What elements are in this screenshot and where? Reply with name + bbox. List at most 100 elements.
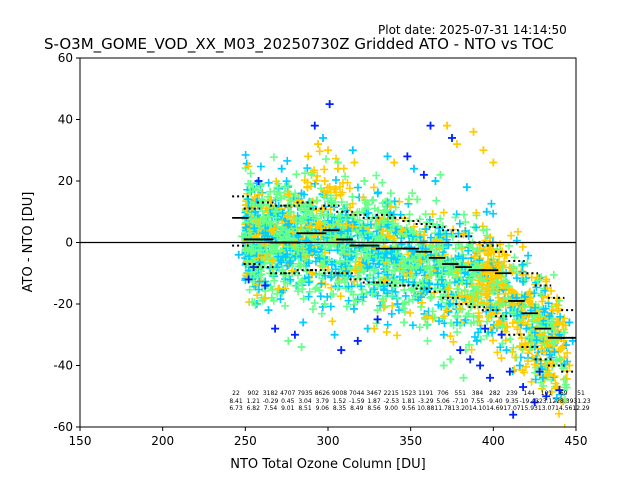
y-axis-label: ATO - NTO [DU]: [21, 192, 36, 293]
scatter-point: [388, 310, 396, 318]
bin-stat-label: 8.41: [229, 398, 243, 405]
scatter-point: [350, 159, 358, 167]
scatter-point: [311, 122, 319, 130]
scatter-point: [505, 242, 513, 250]
scatter-point: [271, 325, 279, 333]
bin-stat-label: 3467: [366, 390, 381, 397]
bin-stat-label: 14.56: [555, 405, 572, 412]
scatter-point: [257, 163, 265, 171]
bin-stat-label: 8.51: [298, 405, 312, 412]
scatter-point: [324, 146, 332, 154]
bin-stat-label: 7.54: [264, 405, 278, 412]
scatter-point: [463, 183, 471, 191]
scatter-point: [345, 297, 353, 305]
scatter-point: [370, 183, 378, 191]
scatter-point: [387, 189, 395, 197]
scatter-point: [328, 317, 336, 325]
y-tick-label: -40: [53, 359, 73, 373]
bin-stat-label: 1.21: [247, 398, 261, 405]
bin-stat-label: -9.40: [487, 398, 503, 405]
scatter-point: [440, 362, 448, 370]
scatter-point: [388, 302, 396, 310]
bin-stat-label: 12.29: [572, 405, 589, 412]
scatter-point: [550, 271, 558, 279]
scatter-point: [314, 140, 322, 148]
bin-stat-label: 6.73: [229, 405, 243, 412]
bin-stat-label: 5.06: [436, 398, 450, 405]
scatter-point: [383, 328, 391, 336]
bin-stat-label: 101: [541, 390, 553, 397]
bin-stat-label: -0.29: [263, 398, 279, 405]
scatter-point: [354, 183, 362, 191]
bin-stat-label: 3.04: [298, 398, 312, 405]
scatter-point: [316, 147, 324, 155]
scatter-point: [337, 292, 345, 300]
scatter-point: [354, 337, 362, 345]
bin-stat-label: 1191: [418, 390, 433, 397]
scatter-point: [453, 140, 461, 148]
x-tick-label: 450: [565, 434, 588, 448]
scatter-point: [309, 305, 317, 313]
scatter-point: [348, 193, 356, 201]
scatter-point: [461, 218, 469, 226]
scatter-point: [401, 308, 409, 316]
bin-stat-label: 7044: [349, 390, 364, 397]
scatter-point: [420, 171, 428, 179]
bin-stat-label: -1.59: [349, 398, 365, 405]
bin-stat-label: 3182: [263, 390, 278, 397]
scatter-point: [332, 176, 340, 184]
scatter-point: [406, 309, 414, 317]
bin-stat-label: 9.00: [385, 405, 399, 412]
scatter-point: [456, 346, 464, 354]
bin-stat-label: 51: [577, 390, 585, 397]
scatter-point: [487, 200, 495, 208]
bin-stat-label: -7.10: [452, 398, 468, 405]
bin-stat-label: 6.82: [247, 405, 261, 412]
scatter-point: [416, 215, 424, 223]
scatter-point: [401, 299, 409, 307]
scatter-point: [283, 177, 291, 185]
bin-stat-label: 551: [455, 390, 467, 397]
bin-stat-label: 282: [489, 390, 501, 397]
bin-stat-label: 239: [506, 390, 518, 397]
bin-stat-label: 15.93: [521, 405, 538, 412]
scatter-point: [343, 302, 351, 310]
x-tick-label: 300: [317, 434, 340, 448]
bin-stat-label: 7935: [297, 390, 312, 397]
scatter-point: [423, 321, 431, 329]
scatter-point: [489, 337, 497, 345]
scatter-point: [453, 328, 461, 336]
y-tick-label: -60: [53, 420, 73, 434]
bin-stat-label: 69: [560, 390, 568, 397]
scatter-point: [561, 424, 569, 432]
scatter-point: [281, 302, 289, 310]
bin-stat-label: 384: [472, 390, 484, 397]
scatter-point: [483, 318, 491, 326]
x-tick-label: 250: [234, 434, 257, 448]
scatter-point: [326, 100, 334, 108]
bin-stat-label: 9.56: [402, 405, 416, 412]
y-tick-label: 40: [58, 113, 73, 127]
x-axis-label: NTO Total Ozone Column [DU]: [230, 457, 426, 472]
scatter-point: [278, 165, 286, 173]
x-axis-ticks: 150 200 250 300 350 400 450: [69, 427, 588, 448]
bin-stat-label: 0.45: [281, 398, 295, 405]
bin-stat-label: -3.29: [418, 398, 434, 405]
bin-stat-label: 9.35: [505, 398, 519, 405]
scatter-point: [446, 355, 454, 363]
scatter-point: [460, 374, 468, 382]
bin-stat-label: 14.69: [486, 405, 503, 412]
bin-stat-label: 902: [248, 390, 260, 397]
y-tick-label: 0: [65, 236, 73, 250]
scatter-point: [298, 343, 306, 351]
scatter-point: [317, 280, 325, 288]
scatter-point: [507, 232, 515, 240]
scatter-point: [270, 153, 278, 161]
scatter-point: [320, 165, 328, 173]
scatter-point: [476, 362, 484, 370]
scatter-point: [400, 318, 408, 326]
scatter-point: [497, 354, 505, 362]
scatter-point: [403, 152, 411, 160]
bin-stat-label: 2215: [384, 390, 399, 397]
